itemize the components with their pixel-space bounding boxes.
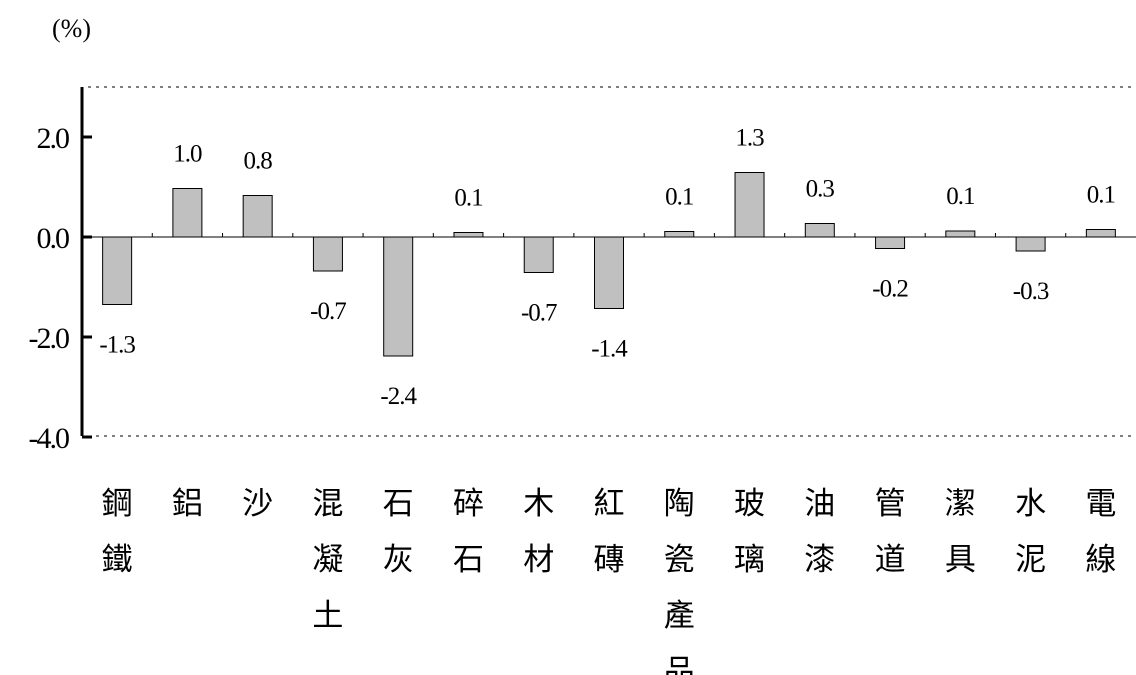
bar xyxy=(172,188,203,238)
data-label: -0.3 xyxy=(1013,278,1049,305)
category-label: 碎石 xyxy=(453,486,484,578)
data-label: -0.7 xyxy=(521,300,557,327)
bar xyxy=(1015,236,1046,252)
bar xyxy=(804,223,835,238)
bar xyxy=(102,236,133,305)
data-label: 0.1 xyxy=(454,185,482,212)
category-label: 混凝土 xyxy=(312,486,343,634)
category-label: 紅磚 xyxy=(594,486,625,578)
bar xyxy=(383,236,414,357)
data-label: 0.8 xyxy=(244,148,273,175)
data-label: -1.3 xyxy=(99,332,135,359)
category-label: 玻璃 xyxy=(734,486,765,578)
data-label: 0.1 xyxy=(1087,182,1115,209)
category-label: 鋼鐵 xyxy=(102,486,133,578)
y-tick-label: 2.0 xyxy=(37,122,70,155)
data-label: 0.1 xyxy=(665,184,693,211)
data-label: -0.7 xyxy=(310,298,346,325)
category-label: 電線 xyxy=(1085,486,1116,578)
category-label: 管道 xyxy=(875,486,906,578)
bar xyxy=(664,231,695,238)
category-label: 木材 xyxy=(523,486,554,578)
bar xyxy=(453,232,484,238)
data-labels-group: -1.3 1.0 0.8 -0.7 -2.4 0.1 -0.7 -1.4 0.1 1.3 0.3 -0… xyxy=(99,125,1116,411)
category-label: 沙 xyxy=(242,486,273,522)
y-tick-label: -2.0 xyxy=(29,322,69,355)
y-unit-label: (%) xyxy=(52,14,91,43)
data-label: 0.3 xyxy=(806,176,835,203)
bar xyxy=(945,230,976,238)
x-axis xyxy=(82,233,1136,238)
category-label: 潔具 xyxy=(945,486,976,578)
y-axis-ticks: 2.0 0.0 -2.0 -4.0 xyxy=(29,122,92,455)
bar xyxy=(734,172,765,238)
data-label: 1.3 xyxy=(735,125,764,152)
bar xyxy=(242,195,273,238)
bar xyxy=(875,236,906,249)
bars-group xyxy=(102,172,1116,357)
data-label: -1.4 xyxy=(591,336,628,363)
data-label: 0.1 xyxy=(946,183,974,210)
bar xyxy=(594,236,624,309)
y-tick-label: 0.0 xyxy=(37,222,70,255)
bar xyxy=(523,236,554,273)
data-label: -0.2 xyxy=(872,276,908,303)
y-tick-label: -4.0 xyxy=(29,422,69,455)
bar xyxy=(312,236,343,272)
bar xyxy=(1085,229,1116,238)
category-label: 油漆 xyxy=(804,486,835,578)
category-label: 水泥 xyxy=(1015,486,1046,578)
category-label: 石灰 xyxy=(383,486,414,578)
data-label: -2.4 xyxy=(380,383,417,410)
category-label: 鋁 xyxy=(172,486,203,522)
data-label: 1.0 xyxy=(173,141,202,168)
category-label: 陶瓷產品 xyxy=(664,486,695,675)
